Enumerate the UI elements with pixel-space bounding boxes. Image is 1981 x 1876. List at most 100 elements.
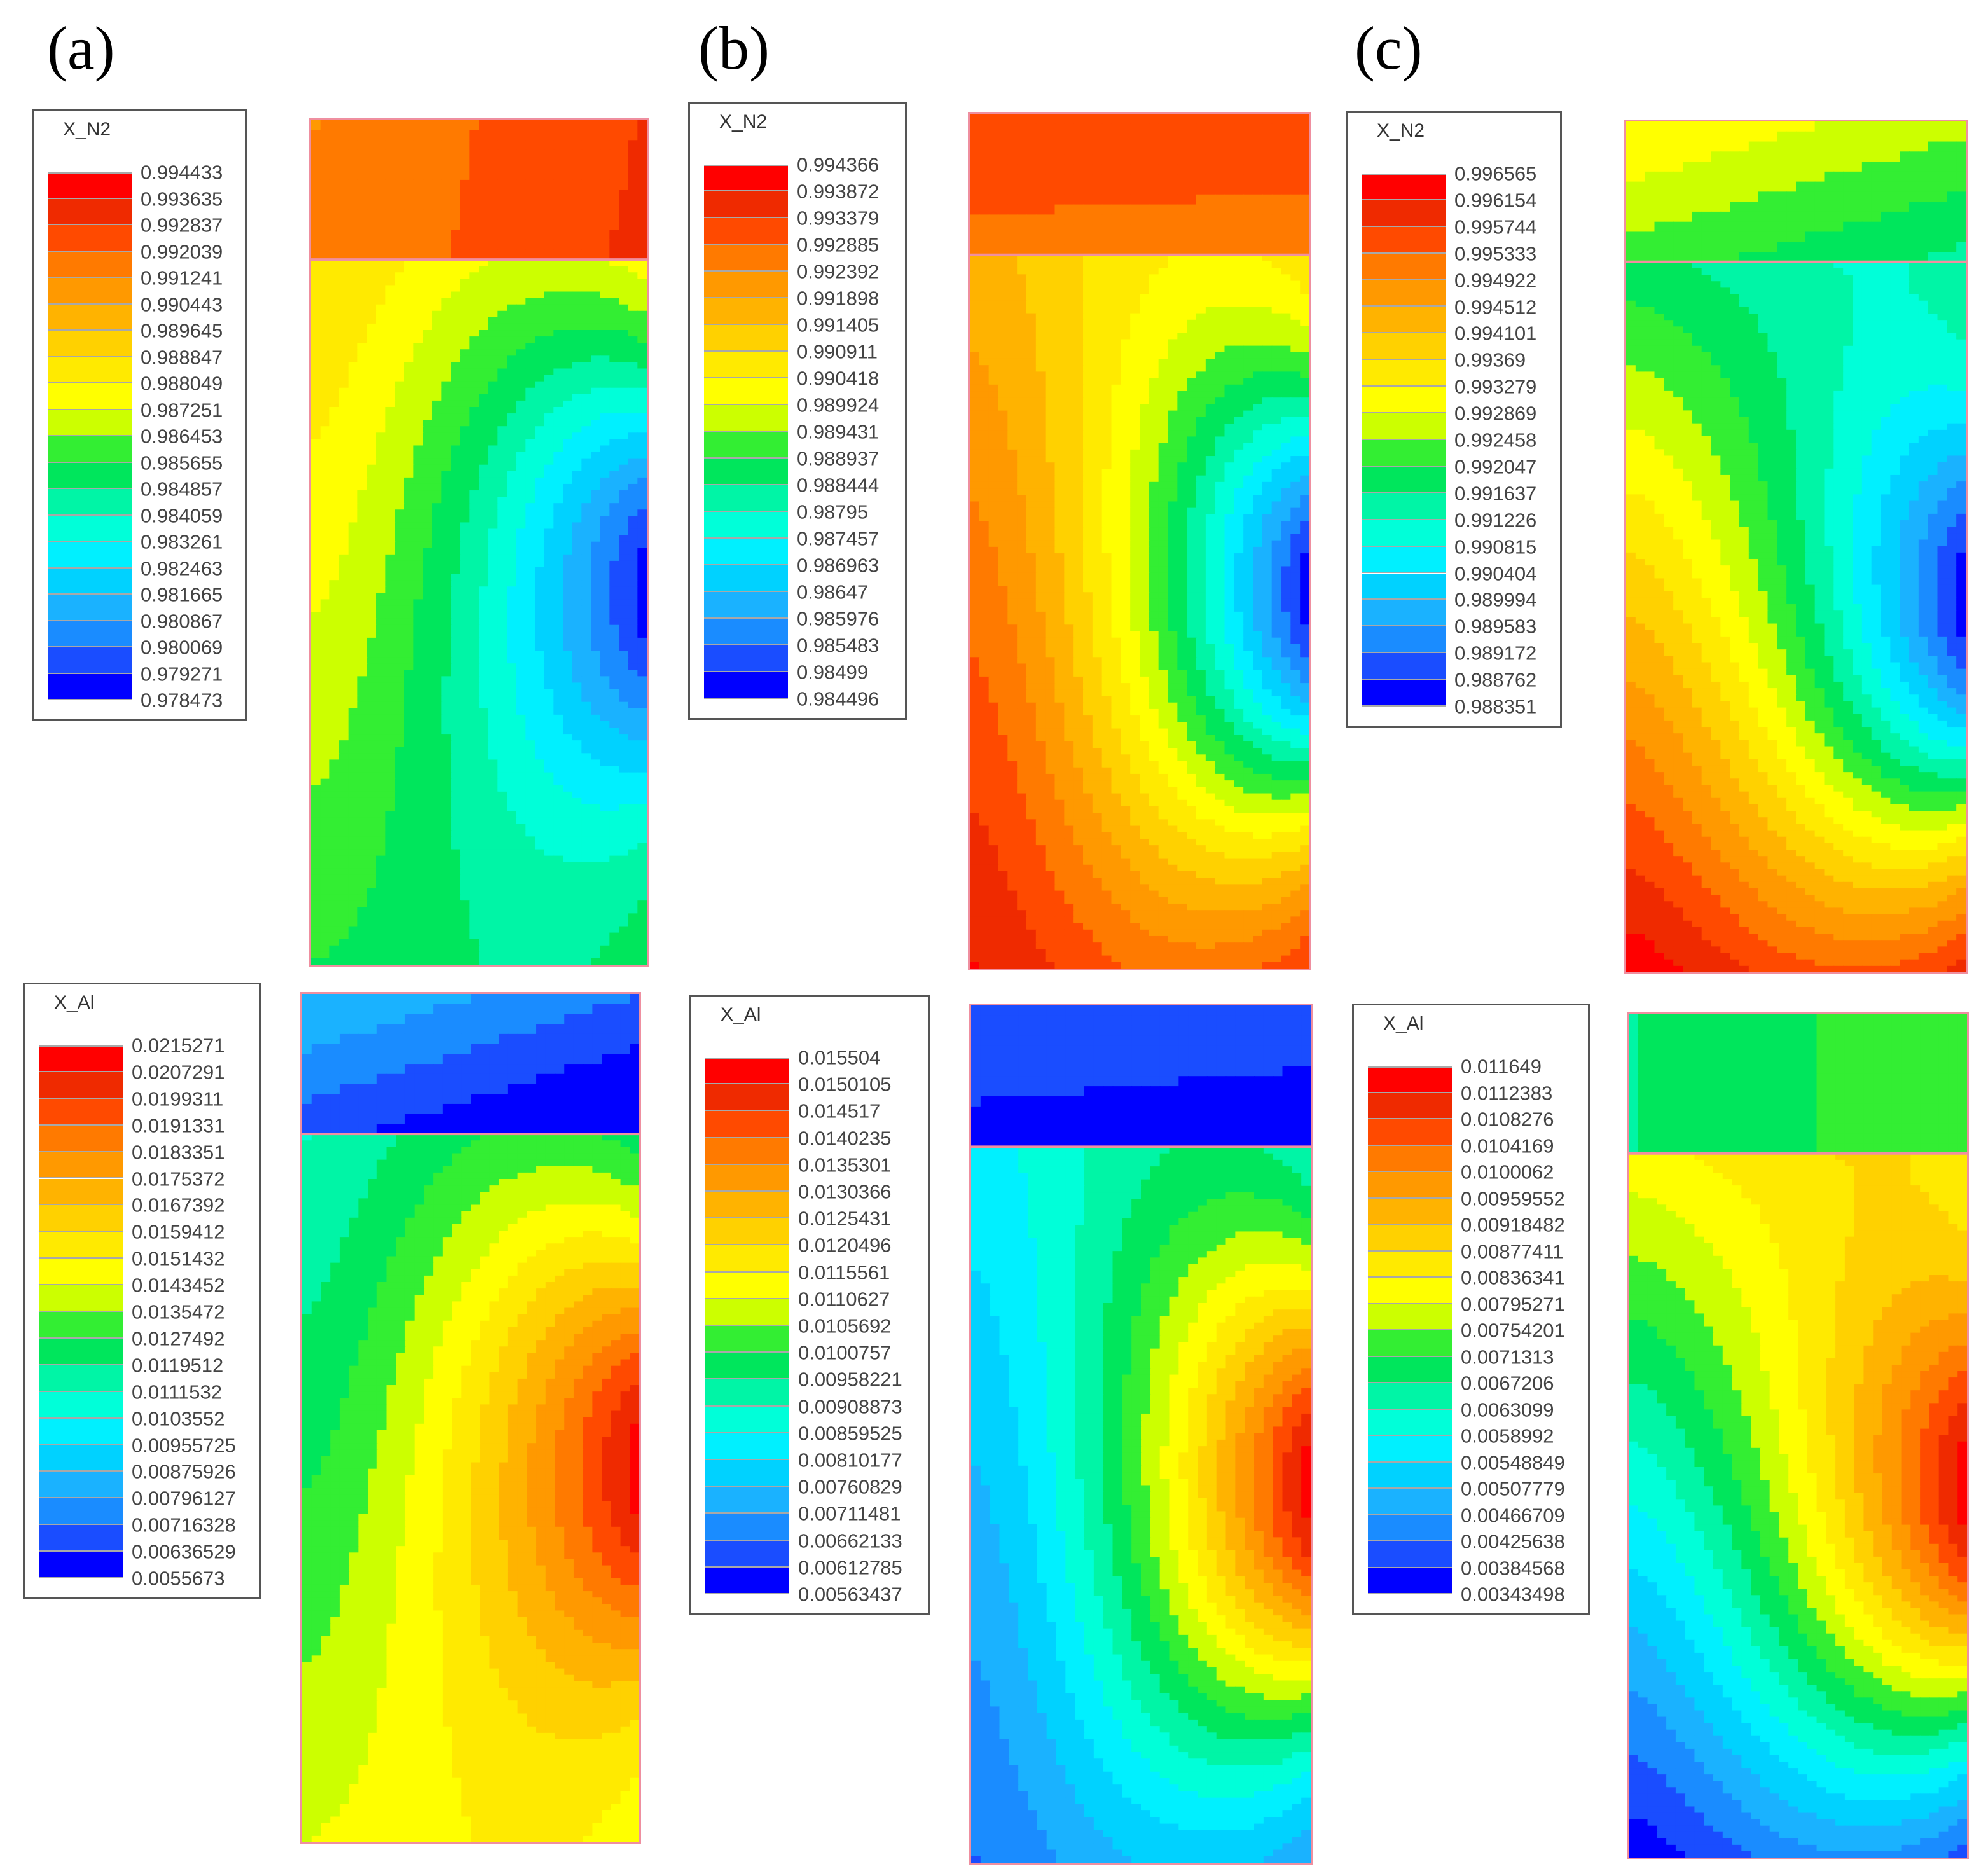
contour-cell [433,1014,443,1025]
contour-cell [488,900,499,908]
contour-cell [451,951,461,959]
contour-cell [553,714,563,722]
contour-cell [609,266,619,273]
contour-cell [516,483,527,492]
contour-cell [339,900,349,908]
contour-cell [432,120,443,131]
contour-cell [413,170,424,181]
contour-cell [479,766,489,773]
contour-cell [600,160,611,171]
contour-cell [320,406,331,415]
contour-cell [479,599,489,607]
contour-cell [544,663,555,671]
contour-cell [497,458,507,466]
contour-cell [609,599,619,607]
contour-cell [460,120,471,131]
contour-cell [357,797,368,805]
contour-cell [488,490,499,498]
contour-cell [320,747,331,754]
contour-cell [404,1004,415,1015]
contour-cell [497,599,507,607]
contour-cell [320,676,331,684]
contour-cell [535,855,545,863]
contour-cell [637,951,647,959]
contour-cell [367,535,377,542]
contour-cell [591,548,601,555]
contour-cell [348,721,359,729]
contour-cell [469,503,480,511]
contour-cell [553,149,563,161]
contour-cell [339,778,349,786]
contour-cell [404,304,415,312]
contour-cell [619,458,629,466]
contour-cell [413,310,424,318]
contour-cell [423,676,433,684]
contour-cell [451,580,461,588]
contour-cell [535,528,545,536]
legend-color-band [48,542,132,569]
contour-cell [479,778,489,786]
contour-cell [423,497,433,504]
contour-cell [321,1064,331,1075]
contour-cell [488,452,499,459]
contour-cell [385,945,396,953]
contour-cell [395,279,405,286]
contour-cell [451,503,461,511]
contour-cell [423,343,433,350]
contour-cell [507,695,517,703]
contour-cell [609,612,619,619]
contour-cell [329,285,340,293]
contour-cell [460,682,471,690]
contour-cell [469,535,480,542]
contour-cell [497,522,507,530]
contour-cell [535,785,545,792]
contour-cell [330,1044,340,1055]
contour-cell [609,120,619,131]
contour-cell [329,190,340,201]
contour-cell [460,951,471,959]
contour-cell [581,721,591,729]
contour-cell [628,490,638,498]
contour-cell [581,477,591,485]
contour-cell [349,1054,359,1065]
contour-cell [591,490,601,498]
contour-cell [404,804,415,812]
legend-color-band [39,1045,123,1072]
contour-cell [460,336,471,344]
contour-cell [572,477,583,485]
contour-cell [320,200,331,210]
contour-cell [497,637,507,645]
contour-cell [469,580,480,588]
contour-cell [460,291,471,299]
contour-cell [507,824,517,831]
contour-cell [386,1024,397,1035]
contour-cell [628,445,638,453]
contour-cell [376,951,387,959]
contour-cell [413,624,424,632]
contour-cell [609,862,619,869]
contour-cell [553,272,563,280]
contour-cell [544,740,555,748]
contour-cell [553,932,563,940]
contour-cell [311,637,321,645]
contour-cell [479,836,489,844]
contour-cell [320,913,331,921]
contour-cell [367,778,377,786]
contour-cell [432,657,443,665]
contour-cell [320,477,331,485]
contour-cell [329,149,340,161]
contour-cell [637,387,647,395]
contour-cell [637,560,647,568]
contour-cell [461,1103,471,1115]
contour-cell [609,939,619,946]
contour-cell [572,355,583,363]
contour-cell [620,1073,631,1085]
contour-cell [348,612,359,619]
contour-cell [339,695,349,703]
contour-cell [469,516,480,523]
contour-cell [553,317,563,324]
contour-cell [619,785,629,792]
contour-cell [320,230,331,240]
contour-cell [395,445,405,453]
contour-cell [619,926,629,934]
